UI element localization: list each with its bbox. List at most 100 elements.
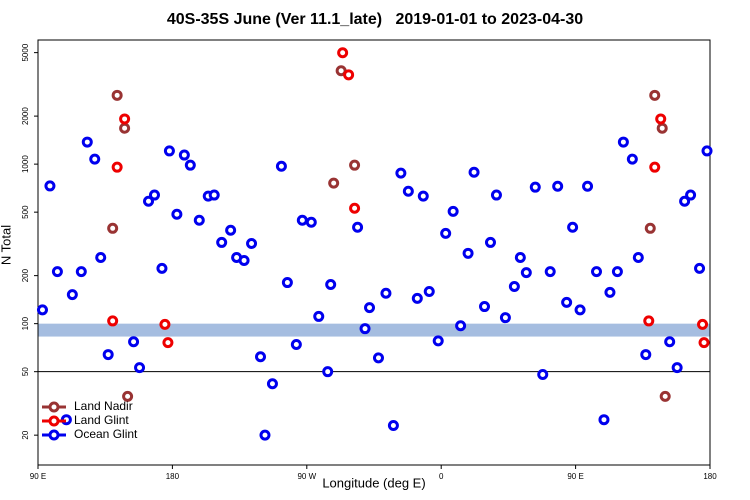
data-point bbox=[359, 323, 371, 335]
data-point bbox=[649, 161, 661, 173]
data-point bbox=[617, 136, 629, 148]
data-point bbox=[698, 337, 710, 349]
data-point bbox=[328, 177, 340, 189]
data-point bbox=[51, 266, 63, 278]
x-tick-label: 90 E bbox=[30, 472, 46, 481]
y-tick-label: 5000 bbox=[21, 43, 30, 61]
data-point bbox=[649, 89, 661, 101]
plot-frame bbox=[37, 39, 711, 466]
data-point bbox=[598, 414, 610, 426]
x-tick-label: 180 bbox=[166, 472, 180, 481]
data-point bbox=[66, 289, 78, 301]
y-tick-label: 200 bbox=[21, 268, 30, 282]
data-point bbox=[148, 189, 160, 201]
data-point bbox=[440, 227, 452, 239]
data-point bbox=[119, 113, 131, 125]
data-point bbox=[462, 247, 474, 259]
data-point bbox=[656, 122, 668, 134]
data-point bbox=[479, 301, 491, 313]
data-point bbox=[387, 419, 399, 431]
data-point bbox=[322, 366, 334, 378]
data-point bbox=[349, 159, 361, 171]
legend-marker bbox=[48, 415, 60, 427]
data-point bbox=[122, 390, 134, 402]
data-point bbox=[685, 189, 697, 201]
data-point bbox=[537, 369, 549, 381]
data-point bbox=[75, 266, 87, 278]
data-point bbox=[423, 286, 435, 298]
data-point bbox=[701, 145, 713, 157]
data-point bbox=[582, 180, 594, 192]
data-point bbox=[679, 195, 691, 207]
data-point bbox=[305, 216, 317, 228]
data-point bbox=[402, 185, 414, 197]
x-tick-label: 90 E bbox=[567, 472, 583, 481]
x-tick-label: 180 bbox=[703, 472, 717, 481]
data-point bbox=[290, 339, 302, 351]
data-point bbox=[128, 336, 140, 348]
y-tick-label: 100 bbox=[21, 316, 30, 330]
data-point bbox=[156, 262, 168, 274]
data-point bbox=[107, 315, 119, 327]
data-point bbox=[644, 222, 656, 234]
data-point bbox=[238, 254, 250, 266]
data-point bbox=[626, 153, 638, 165]
data-point bbox=[89, 153, 101, 165]
y-tick-label: 1000 bbox=[21, 155, 30, 173]
data-point bbox=[159, 318, 171, 330]
data-point bbox=[143, 195, 155, 207]
data-point bbox=[432, 335, 444, 347]
data-point bbox=[552, 180, 564, 192]
data-point bbox=[36, 304, 48, 316]
y-axis-label: N Total bbox=[0, 225, 13, 265]
data-point bbox=[111, 89, 123, 101]
data-point bbox=[604, 286, 616, 298]
data-point bbox=[44, 180, 56, 192]
data-point bbox=[468, 166, 480, 178]
data-point bbox=[313, 310, 325, 322]
data-point bbox=[671, 362, 683, 374]
data-point bbox=[184, 159, 196, 171]
y-tick-label: 500 bbox=[21, 205, 30, 219]
legend-marker bbox=[48, 429, 60, 441]
legend-label: Land Glint bbox=[74, 413, 129, 427]
data-point bbox=[561, 296, 573, 308]
data-point bbox=[337, 47, 349, 59]
legend-label: Land Nadir bbox=[74, 399, 133, 413]
data-point bbox=[178, 149, 190, 161]
data-point bbox=[275, 160, 287, 172]
data-point bbox=[352, 221, 364, 233]
data-point bbox=[567, 221, 579, 233]
data-point bbox=[514, 251, 526, 263]
data-point bbox=[411, 292, 423, 304]
legend-marker bbox=[48, 401, 60, 413]
data-point bbox=[325, 278, 337, 290]
y-tick-label: 20 bbox=[21, 430, 30, 439]
chart-title: 40S-35S June (Ver 11.1_late) 2019-01-01 … bbox=[167, 11, 583, 28]
data-point bbox=[95, 251, 107, 263]
data-point bbox=[490, 189, 502, 201]
data-point bbox=[193, 214, 205, 226]
data-point bbox=[529, 181, 541, 193]
data-point bbox=[544, 266, 556, 278]
data-point bbox=[640, 349, 652, 361]
data-point bbox=[225, 224, 237, 236]
data-point bbox=[447, 205, 459, 217]
data-point bbox=[163, 145, 175, 157]
data-point bbox=[697, 318, 709, 330]
data-point bbox=[591, 266, 603, 278]
data-point bbox=[655, 113, 667, 125]
data-point bbox=[343, 69, 355, 81]
legend-label: Ocean Glint bbox=[74, 427, 138, 441]
data-point bbox=[259, 429, 271, 441]
data-point bbox=[380, 287, 392, 299]
data-point bbox=[246, 238, 258, 250]
y-tick-label: 50 bbox=[21, 367, 30, 376]
data-point bbox=[611, 266, 623, 278]
data-point bbox=[643, 315, 655, 327]
data-point bbox=[81, 136, 93, 148]
data-point bbox=[134, 362, 146, 374]
data-point bbox=[171, 208, 183, 220]
x-axis-label: Longitude (deg E) bbox=[322, 475, 425, 490]
